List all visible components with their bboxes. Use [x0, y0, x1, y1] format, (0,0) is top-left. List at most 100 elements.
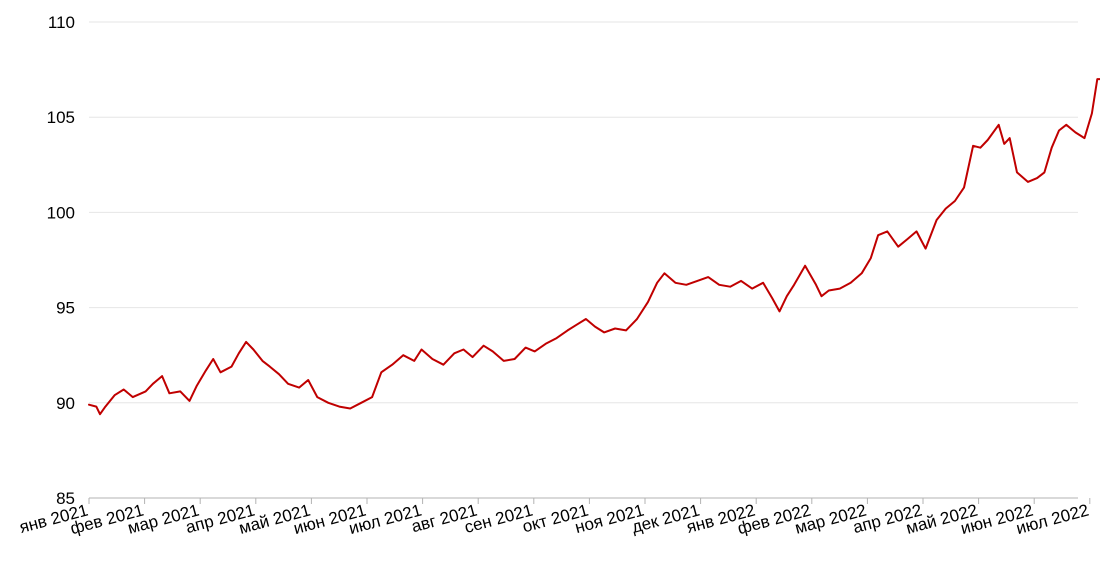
- data-point: [113, 393, 117, 397]
- data-point: [1090, 111, 1094, 115]
- data-point: [219, 370, 223, 374]
- data-point: [144, 389, 148, 393]
- data-point: [849, 281, 853, 285]
- data-point: [602, 330, 606, 334]
- data-point: [430, 357, 434, 361]
- data-point: [662, 271, 666, 275]
- data-point: [502, 359, 506, 363]
- data-point: [524, 346, 528, 350]
- data-point: [905, 237, 909, 241]
- data-point: [584, 317, 588, 321]
- data-point: [1083, 136, 1087, 140]
- data-point: [555, 336, 559, 340]
- data-point: [471, 355, 475, 359]
- y-tick-label: 85: [56, 489, 75, 508]
- data-point: [1095, 77, 1099, 81]
- data-point: [160, 374, 164, 378]
- data-point: [103, 405, 107, 409]
- data-point: [673, 281, 677, 285]
- data-point: [635, 317, 639, 321]
- data-point: [359, 401, 363, 405]
- data-point: [1042, 170, 1046, 174]
- data-point: [211, 357, 215, 361]
- data-point: [286, 382, 290, 386]
- data-point: [915, 229, 919, 233]
- data-point: [337, 405, 341, 409]
- data-point: [820, 294, 824, 298]
- data-point: [87, 403, 91, 407]
- x-axis: [88, 497, 1091, 504]
- data-point: [792, 283, 796, 287]
- data-point: [544, 342, 548, 346]
- data-point: [1050, 146, 1054, 150]
- data-point: [684, 283, 688, 287]
- y-tick-label: 100: [47, 203, 75, 222]
- y-tick-label: 110: [48, 13, 75, 32]
- data-point: [953, 199, 957, 203]
- series: [87, 77, 1100, 416]
- data-point: [151, 382, 155, 386]
- data-point: [462, 348, 466, 352]
- data-point: [997, 123, 1001, 127]
- data-point: [178, 389, 182, 393]
- data-point: [533, 349, 537, 353]
- data-point: [1073, 130, 1077, 134]
- data-point: [482, 344, 486, 348]
- data-point: [978, 146, 982, 150]
- data-point: [420, 348, 424, 352]
- y-tick-label: 90: [56, 394, 75, 413]
- data-point: [315, 395, 319, 399]
- data-point: [803, 264, 807, 268]
- data-point: [944, 207, 948, 211]
- data-point: [441, 363, 445, 367]
- series-line: [88, 78, 1100, 416]
- y-axis-tick-labels: 85 90 95 100 105 110: [47, 13, 75, 508]
- data-point: [491, 349, 495, 353]
- data-point: [761, 281, 765, 285]
- data-point: [98, 412, 102, 416]
- data-point: [244, 340, 248, 344]
- data-point: [268, 365, 272, 369]
- data-point: [94, 405, 98, 409]
- data-point: [566, 328, 570, 332]
- data-point: [1008, 136, 1012, 140]
- data-point: [370, 395, 374, 399]
- data-point: [390, 363, 394, 367]
- data-point: [348, 407, 352, 411]
- data-point: [122, 388, 126, 392]
- data-point: [1015, 170, 1019, 174]
- data-point: [706, 275, 710, 279]
- data-point: [971, 144, 975, 148]
- data-point: [717, 283, 721, 287]
- data-point: [379, 370, 383, 374]
- data-point: [860, 271, 864, 275]
- data-point: [195, 384, 199, 388]
- data-point: [412, 359, 416, 363]
- data-point: [306, 378, 310, 382]
- series-points: [87, 77, 1100, 416]
- data-point: [728, 285, 732, 289]
- data-point: [814, 283, 818, 287]
- data-point: [230, 365, 234, 369]
- data-point: [935, 218, 939, 222]
- data-point: [838, 287, 842, 291]
- data-point: [204, 368, 208, 372]
- data-point: [962, 186, 966, 190]
- data-point: [770, 296, 774, 300]
- data-point: [739, 279, 743, 283]
- data-point: [869, 256, 873, 260]
- data-point: [646, 300, 650, 304]
- data-point: [896, 245, 900, 249]
- data-point: [131, 395, 135, 399]
- data-point: [624, 328, 628, 332]
- data-point: [1026, 180, 1030, 184]
- data-point: [1002, 142, 1006, 146]
- data-point: [452, 351, 456, 355]
- data-point: [778, 309, 782, 313]
- data-point: [401, 353, 405, 357]
- data-point: [593, 325, 597, 329]
- data-point: [513, 357, 517, 361]
- data-point: [297, 386, 301, 390]
- data-point: [575, 323, 579, 327]
- data-point: [1035, 176, 1039, 180]
